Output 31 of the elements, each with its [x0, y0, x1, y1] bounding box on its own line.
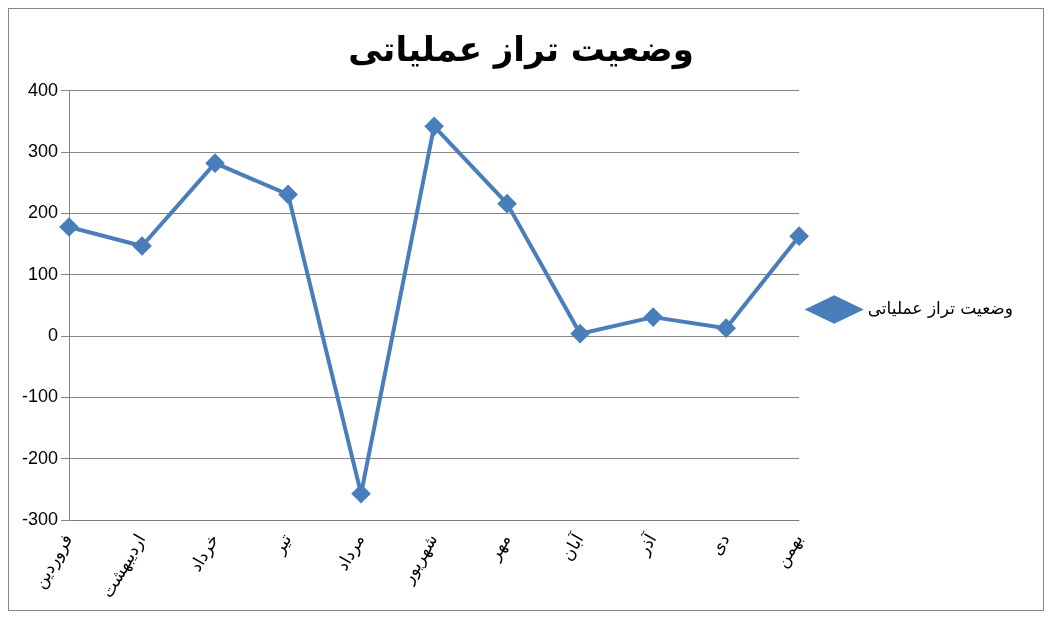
legend-label: وضعیت تراز عملیاتی: [867, 297, 1014, 318]
y-tick-label: -100: [22, 386, 59, 407]
point: [644, 308, 663, 327]
point: [279, 185, 298, 204]
point: [425, 117, 444, 136]
y-tick-label: -200: [22, 447, 59, 468]
x-tick-label: دی: [705, 530, 734, 559]
point: [717, 319, 736, 338]
x-tick-label: اردیبهشت: [97, 530, 151, 602]
x-tick-label: شهریور: [397, 530, 443, 588]
point: [206, 154, 225, 173]
chart-title: وضعیت تراز عملیاتی: [348, 29, 694, 71]
point: [571, 324, 590, 343]
y-tick-label: 200: [27, 202, 59, 223]
x-tick-label: آذر: [631, 528, 662, 560]
x-tick-label: بهمن: [771, 530, 808, 572]
y-tick-label: -300: [22, 509, 59, 530]
x-tick-label: فروردین: [29, 530, 77, 592]
x-tick-label: مرداد: [331, 530, 369, 574]
x-tick-label: تیر: [267, 530, 296, 558]
y-tick-label: 100: [27, 263, 59, 284]
point: [133, 236, 152, 255]
point: [790, 227, 809, 246]
x-tick-label: مهر: [483, 530, 516, 565]
x-tick-label: خرداد: [185, 530, 223, 575]
point: [60, 217, 79, 236]
x-tick-label: آبان: [555, 528, 589, 564]
y-tick-label: 0: [48, 325, 59, 346]
y-tick-label: 400: [27, 79, 59, 100]
point: [498, 194, 517, 213]
y-tick-label: 300: [27, 141, 59, 162]
